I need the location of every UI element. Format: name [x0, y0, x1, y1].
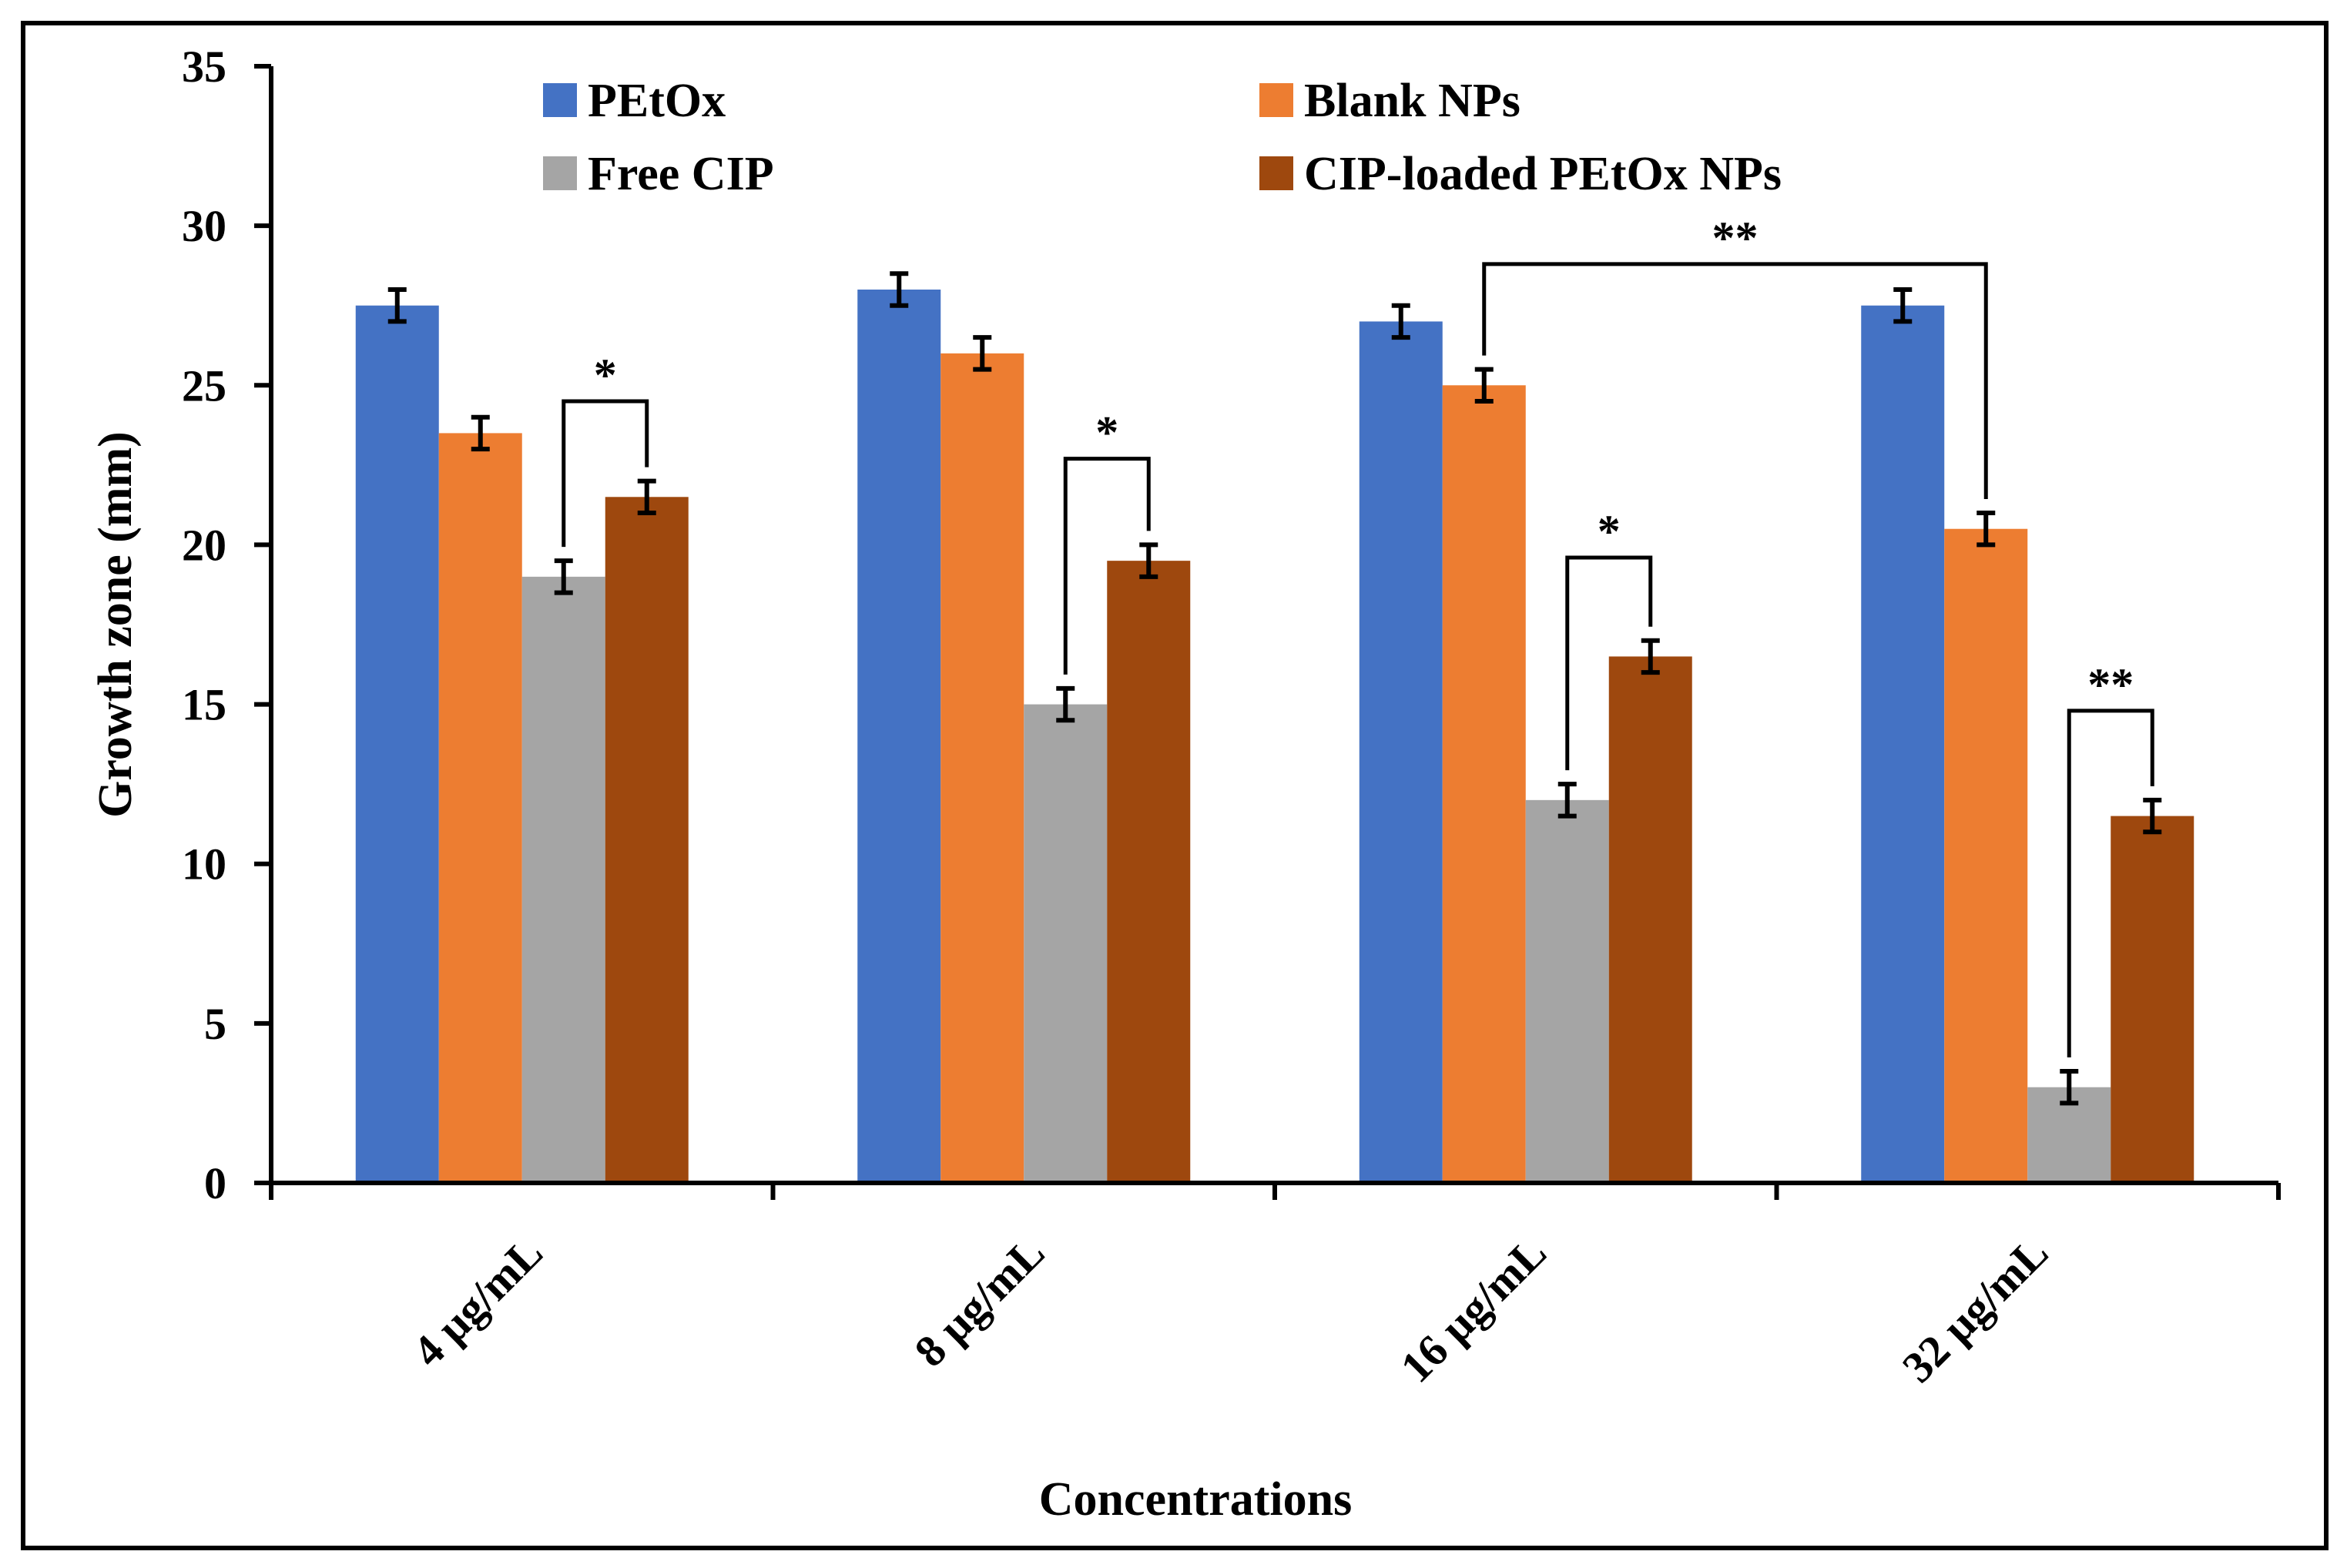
y-tick-label: 10	[182, 839, 226, 890]
bar	[1608, 656, 1692, 1183]
y-tick-label: 15	[182, 680, 226, 730]
error-bar	[1474, 367, 1494, 404]
significance-bracket	[562, 399, 649, 548]
error-bar	[1391, 303, 1410, 340]
y-tick-label: 0	[204, 1158, 226, 1208]
legend-swatch	[543, 156, 577, 190]
significance-bracket	[2067, 709, 2154, 1057]
significance-label: *	[594, 350, 617, 400]
x-tick-label: 16 µg/mL	[1391, 1227, 1556, 1392]
error-bar	[471, 414, 490, 452]
error-bars-layer	[387, 271, 2162, 1106]
legend-item: Free CIP	[543, 148, 774, 200]
significance-label: **	[2087, 659, 2134, 710]
error-bar	[2060, 1069, 2079, 1106]
legend-swatch	[1259, 156, 1293, 190]
significance-bracket	[1482, 262, 1988, 499]
bar	[857, 290, 941, 1183]
significance-bracket	[1565, 555, 1653, 771]
y-axis-title: Growth zone (mm)	[89, 431, 142, 818]
x-axis-title: Concentrations	[1039, 1473, 1352, 1526]
x-axis-ticks: 4 µg/mL 8 µg/mL 16 µg/mL 32 µg/mL	[269, 1183, 2281, 1392]
bar	[438, 433, 522, 1183]
significance-label: *	[1598, 506, 1621, 557]
y-tick-label: 35	[182, 42, 226, 92]
y-tick-label: 25	[182, 360, 226, 410]
legend-label: CIP-loaded PEtOx NPs	[1304, 148, 1782, 200]
bar	[521, 576, 605, 1183]
legend-item: PEtOx	[543, 75, 726, 127]
bar	[1944, 528, 2028, 1183]
error-bar	[554, 558, 573, 595]
significance-bracket	[1063, 457, 1151, 675]
error-bar	[2143, 797, 2162, 835]
x-tick-label: 8 µg/mL	[905, 1227, 1054, 1376]
chart-frame	[21, 21, 2329, 1550]
significance-label: **	[1712, 213, 1759, 263]
error-bar	[1557, 782, 1577, 819]
legend-item: CIP-loaded PEtOx NPs	[1259, 148, 1782, 200]
y-axis-ticks: 0 5 10 15 20 25 30 35	[182, 42, 271, 1208]
y-tick-label: 30	[182, 201, 226, 251]
error-bar	[1641, 638, 1660, 675]
error-bar	[1139, 542, 1158, 579]
error-bar	[973, 335, 992, 372]
x-tick-label: 4 µg/mL	[403, 1227, 552, 1376]
bar	[1107, 561, 1191, 1183]
legend: PEtOx Blank NPs Free CIP CIP-loaded PEtOx N…	[543, 75, 1782, 200]
bar	[1442, 385, 1526, 1184]
y-tick-label: 5	[204, 999, 226, 1049]
bar	[2111, 816, 2194, 1183]
legend-label: Blank NPs	[1304, 75, 1521, 127]
x-tick-label: 32 µg/mL	[1893, 1227, 2057, 1392]
y-tick-label: 20	[182, 520, 226, 570]
bar	[940, 353, 1024, 1183]
legend-swatch	[1259, 83, 1293, 117]
error-bar	[1893, 287, 1913, 324]
error-bar	[637, 478, 656, 515]
bar	[605, 497, 689, 1183]
legend-label: PEtOx	[588, 75, 726, 127]
bar	[1525, 799, 1609, 1183]
bar	[1024, 704, 1108, 1183]
bar	[1359, 321, 1443, 1183]
significance-layer: *******	[562, 213, 2154, 1057]
error-bar	[890, 271, 909, 308]
bars-layer	[355, 290, 2194, 1184]
significance-label: *	[1095, 407, 1118, 458]
legend-swatch	[543, 83, 577, 117]
legend-label: Free CIP	[588, 148, 774, 200]
error-bar	[1056, 685, 1075, 723]
error-bar	[1977, 511, 1996, 548]
bar	[355, 305, 439, 1183]
bar	[1861, 305, 1945, 1183]
legend-item: Blank NPs	[1259, 75, 1521, 127]
error-bar	[387, 287, 407, 324]
